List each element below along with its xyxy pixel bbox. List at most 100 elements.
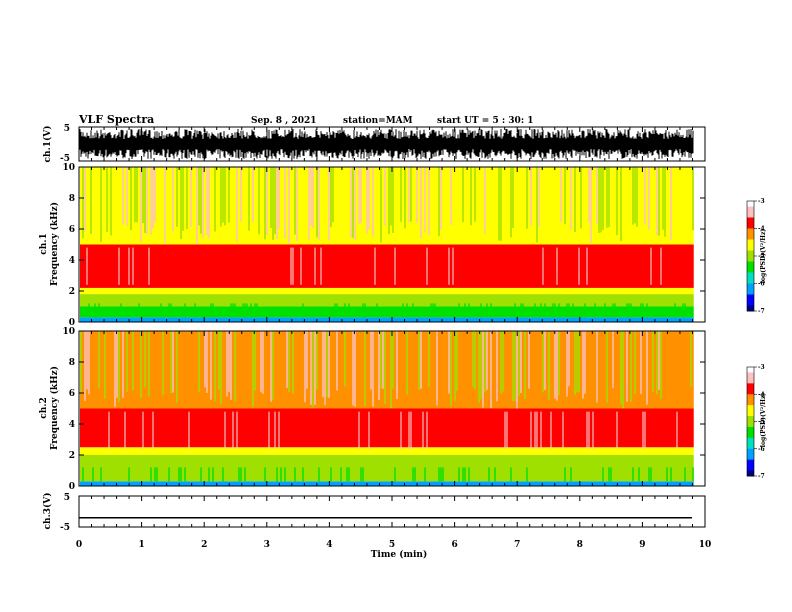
colorbar-cell <box>747 257 754 261</box>
spectrogram-column <box>358 411 360 449</box>
colorbar-tick-label: -7 <box>758 308 765 315</box>
spectrogram-column <box>682 303 684 318</box>
spectrogram-column <box>646 303 648 318</box>
colorbar-cell <box>747 237 754 240</box>
spectrogram-column <box>596 331 598 403</box>
x-tick-label: 1 <box>138 540 144 550</box>
y-tick-label: 8 <box>69 358 75 368</box>
spectrogram-column <box>132 247 134 285</box>
colorbar-cell <box>747 443 754 446</box>
spectrogram-column <box>448 247 450 285</box>
spectrogram-column <box>110 167 112 236</box>
colorbar-cell <box>747 423 754 426</box>
spectrogram-column <box>640 331 642 395</box>
spectrogram-column <box>326 331 328 398</box>
colorbar-cell <box>747 465 754 468</box>
spectrogram-column <box>154 467 156 482</box>
spectrogram-column <box>564 467 566 482</box>
colorbar-cell <box>747 270 754 273</box>
spectrogram-column <box>422 411 424 449</box>
spectrogram-column <box>86 331 88 390</box>
spectrogram-column <box>302 467 304 482</box>
colorbar-cell <box>747 283 754 286</box>
colorbar-cell <box>747 399 754 403</box>
spectrogram-column <box>380 331 382 389</box>
spectrogram-column <box>648 467 650 482</box>
colorbar-cell <box>747 298 754 301</box>
colorbar-cell <box>747 272 754 275</box>
spectrogram-column <box>630 303 632 318</box>
spectrogram-column <box>176 167 178 227</box>
spectrogram-column <box>218 331 220 390</box>
spectrogram-column <box>294 167 296 235</box>
spectrogram-column <box>336 303 338 318</box>
spectrogram-column <box>582 331 584 399</box>
spectrogram-column <box>648 167 650 230</box>
colorbar-cell <box>747 252 754 255</box>
spectrogram-column <box>442 467 444 482</box>
spectrogram-column <box>502 331 504 392</box>
spectrogram-column <box>252 167 254 222</box>
spectrogram-column <box>600 167 602 233</box>
spectrogram-column <box>122 331 124 398</box>
colorbar-cell <box>747 437 754 441</box>
spectrogram-column <box>436 331 438 406</box>
spectrogram-column <box>484 167 486 234</box>
spectrogram-column <box>544 303 546 318</box>
colorbar-cell <box>747 230 754 233</box>
spectrogram-column <box>184 303 186 318</box>
spectrogram-column <box>578 247 580 285</box>
spectrogram-column <box>252 331 254 407</box>
spectrogram-column <box>662 167 664 230</box>
spectrogram-column <box>320 247 322 285</box>
spectrogram-column <box>330 167 332 228</box>
colorbar-tick-label: -3 <box>758 198 765 205</box>
colorbar-cell <box>747 419 754 422</box>
colorbar-cell <box>747 459 754 462</box>
spectrogram-column <box>438 167 440 237</box>
colorbar-cell <box>747 268 754 272</box>
spectrogram-column <box>368 411 370 449</box>
spectrogram-column <box>574 167 576 233</box>
spectrogram-column <box>272 331 274 400</box>
x-tick-label: 4 <box>326 540 332 550</box>
spectrogram-column <box>222 467 224 482</box>
colorbar-cell <box>747 474 754 477</box>
spectrogram-column <box>674 303 676 318</box>
colorbar-cell <box>747 383 754 386</box>
colorbar-cell <box>747 276 754 279</box>
spectrogram-column <box>642 303 644 318</box>
spectrogram-column <box>570 167 572 230</box>
spectrogram-column <box>636 167 638 227</box>
spectrogram-column <box>364 331 366 407</box>
spectrogram-column <box>236 167 238 242</box>
spectrogram-column <box>198 331 200 392</box>
colorbar-cell <box>747 441 754 444</box>
colorbar-cell <box>747 396 754 399</box>
spectrogram-column <box>406 303 408 318</box>
spectrogram-column <box>590 167 592 243</box>
spectrogram-band <box>80 244 694 288</box>
spectrogram-column <box>92 467 94 482</box>
spectrogram-column <box>100 467 102 482</box>
spectrogram-column <box>566 303 568 318</box>
spectrogram-column <box>182 167 184 231</box>
spectrogram-column <box>622 331 624 409</box>
spectrogram-column <box>650 247 652 285</box>
spectrogram-column <box>354 167 356 241</box>
spectrogram-column <box>626 303 628 318</box>
spectrogram-column <box>138 303 140 318</box>
colorbar-cell <box>747 204 754 207</box>
colorbar-cell <box>747 235 754 239</box>
spectrogram-column <box>634 167 636 224</box>
spectrogram-column <box>304 331 306 403</box>
spectrogram-column <box>152 411 154 449</box>
colorbar-cell <box>747 388 754 392</box>
colorbar-cell <box>747 406 754 410</box>
spectrogram-column <box>486 331 488 390</box>
spectrogram-column <box>170 331 172 394</box>
colorbar-cell <box>747 201 754 204</box>
spectrogram-column <box>318 167 320 240</box>
colorbar-cell <box>747 267 754 270</box>
spectrogram-column <box>152 167 154 229</box>
